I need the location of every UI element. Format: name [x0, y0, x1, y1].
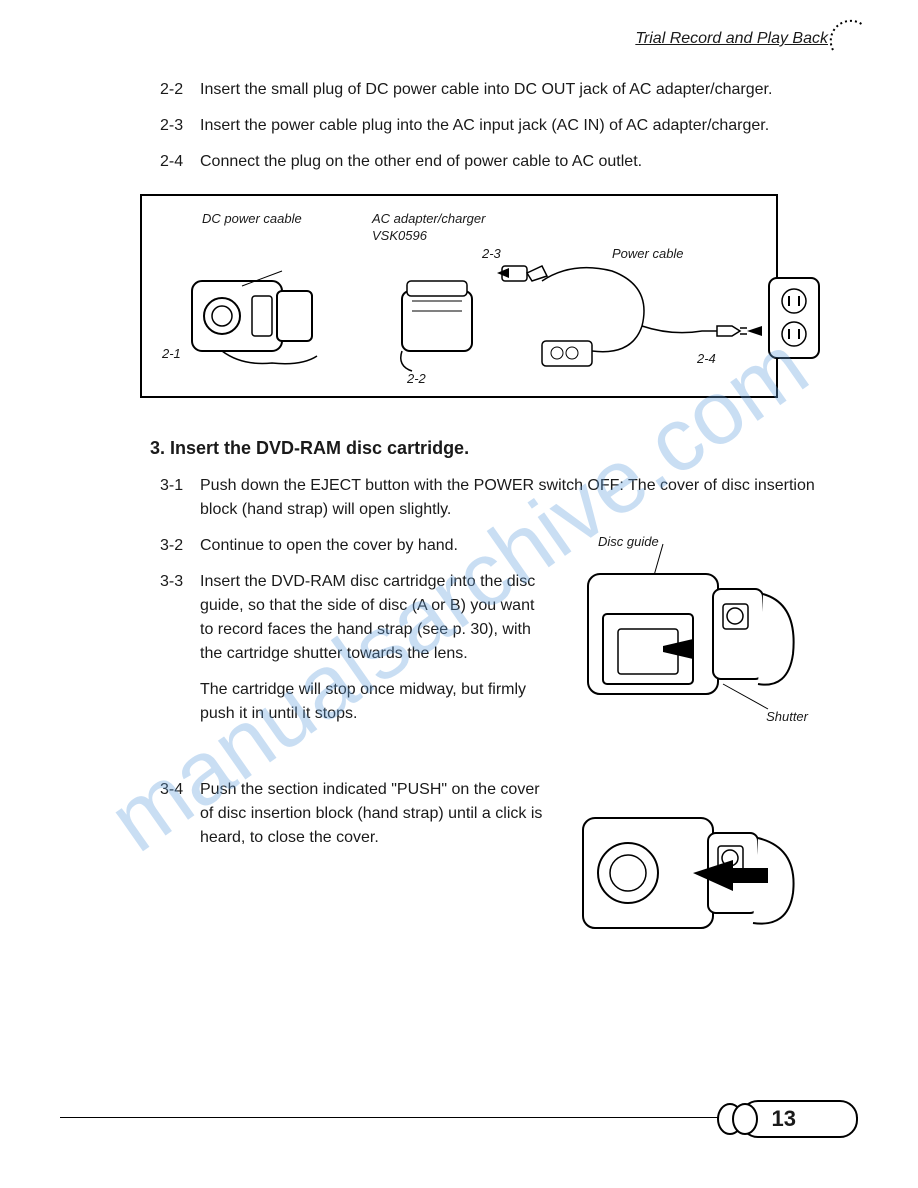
step-text: Insert the small plug of DC power cable … [200, 78, 818, 102]
section-title-text: Trial Record and Play Back [635, 30, 828, 47]
step-item: The cartridge will stop once midway, but… [160, 678, 548, 726]
steps-section-2: 2-2 Insert the small plug of DC power ca… [160, 78, 818, 174]
step-number: 3-1 [160, 474, 200, 522]
step-number: 3-4 [160, 778, 200, 850]
step-number: 3-2 [160, 534, 200, 558]
diagram-label-model: VSK0596 [372, 228, 427, 243]
outlet-icon [767, 276, 822, 361]
step-row-3-4: 3-4 Push the section indicated "PUSH" on… [160, 778, 818, 958]
steps-section-3a: 3-1 Push down the EJECT button with the … [160, 474, 818, 522]
step-number: 2-4 [160, 150, 200, 174]
connection-diagram: DC power caable AC adapter/charger VSK05… [140, 194, 778, 398]
step-item: 2-2 Insert the small plug of DC power ca… [160, 78, 818, 102]
adapter-icon [392, 271, 492, 381]
dotted-arc-icon [828, 15, 868, 55]
step-item: 3-2 Continue to open the cover by hand. [160, 534, 548, 558]
page-footer: 13 [60, 1117, 858, 1158]
step-text: Push the section indicated "PUSH" on the… [200, 778, 548, 850]
step-item: 2-4 Connect the plug on the other end of… [160, 150, 818, 174]
step-number: 2-2 [160, 78, 200, 102]
section-header: Trial Record and Play Back [60, 30, 858, 48]
cable-path-icon [492, 256, 792, 376]
step-item: 2-3 Insert the power cable plug into the… [160, 114, 818, 138]
diagram-ref-21: 2-1 [162, 346, 181, 361]
camera-close-icon [568, 788, 808, 958]
camera-icon [182, 251, 322, 371]
step-number: 3-3 [160, 570, 200, 666]
step-text: Insert the power cable plug into the AC … [200, 114, 818, 138]
step-item: 3-4 Push the section indicated "PUSH" on… [160, 778, 548, 850]
section-3-title: 3. Insert the DVD-RAM disc cartridge. [150, 438, 858, 459]
diagram-label-dc-cable: DC power caable [202, 211, 302, 226]
step-number: 2-3 [160, 114, 200, 138]
shutter-label: Shutter [766, 709, 808, 724]
step-text: Connect the plug on the other end of pow… [200, 150, 818, 174]
step-item: 3-1 Push down the EJECT button with the … [160, 474, 818, 522]
disc-guide-label: Disc guide [598, 534, 659, 549]
step-text: Insert the DVD-RAM disc cartridge into t… [200, 570, 548, 666]
page-circles-icon [715, 1102, 765, 1137]
step-text: The cartridge will stop once midway, but… [200, 678, 548, 726]
step-number [160, 678, 200, 726]
page-number-container: 13 [715, 1100, 858, 1138]
camera-insert-diagram: Disc guide Shutter [568, 534, 808, 734]
camera-close-diagram [568, 788, 808, 958]
step-item: 3-3 Insert the DVD-RAM disc cartridge in… [160, 570, 548, 666]
step-text: Push down the EJECT button with the POWE… [200, 474, 818, 522]
step-row-3-2-3-3: 3-2 Continue to open the cover by hand. … [160, 534, 818, 738]
step-text: Continue to open the cover by hand. [200, 534, 548, 558]
camera-open-icon [568, 534, 808, 734]
diagram-label-adapter: AC adapter/charger [372, 211, 485, 226]
